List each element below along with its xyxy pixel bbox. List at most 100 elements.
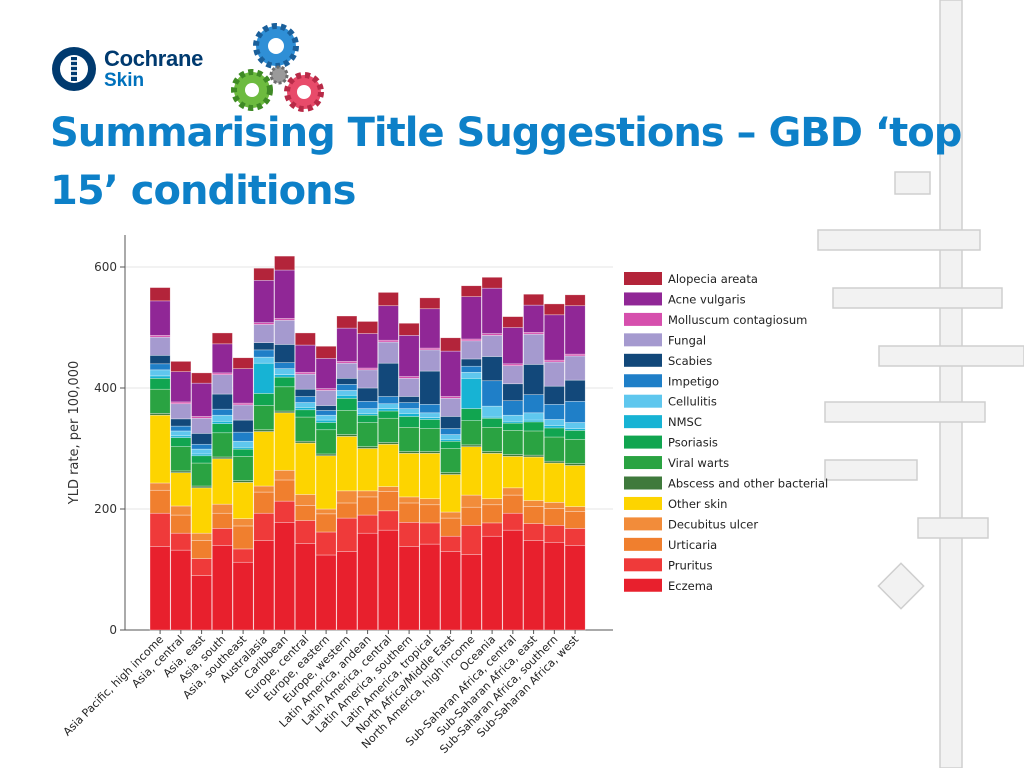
y-tick-label: 200 (94, 502, 117, 516)
bar-segment (481, 276, 503, 289)
bar-segment (336, 315, 358, 329)
bar-segment (274, 412, 296, 471)
bar-segment (191, 433, 213, 445)
bar-segment (502, 327, 524, 365)
bar-segment (460, 378, 482, 409)
bar-segment (357, 401, 379, 409)
bar-segment (232, 525, 254, 550)
bar-segment (211, 393, 233, 410)
bar-segment (460, 446, 482, 496)
bar-segment (440, 350, 462, 397)
bar-segment (170, 418, 192, 427)
bar-segment (440, 397, 462, 417)
legend-swatch (624, 517, 662, 531)
bar-segment (274, 269, 296, 319)
bar-segment (377, 362, 399, 397)
bar-segment (274, 479, 296, 502)
bar-segment (564, 465, 586, 507)
bar-segment (419, 543, 441, 631)
bar-segment (564, 506, 586, 512)
bar-segment (149, 336, 171, 356)
bar-segment (502, 430, 524, 455)
legend-swatch (624, 537, 662, 551)
bar-segment (460, 554, 482, 631)
bar-segment (377, 510, 399, 531)
bar-segment (315, 405, 337, 411)
bar-segment (523, 421, 545, 432)
bar-segment (211, 528, 233, 546)
legend-swatch (624, 435, 662, 449)
bar-segment (315, 358, 337, 389)
bar-segment (357, 422, 379, 447)
bar-segment (315, 414, 337, 421)
bar-segment (460, 365, 482, 373)
bar-segment (440, 434, 462, 440)
bar-segment (460, 296, 482, 340)
bar-segment (315, 508, 337, 515)
bar-segment (274, 376, 296, 388)
bar-segment (274, 374, 296, 378)
bar-segment (170, 505, 192, 516)
bar-segment (398, 402, 420, 409)
bar-segment (502, 456, 524, 489)
bar-segment (294, 388, 316, 397)
bar-segment (419, 419, 441, 429)
bar-segment (336, 362, 358, 379)
bar-segment (211, 374, 233, 395)
bar-segment (294, 520, 316, 544)
bar-segment (398, 408, 420, 414)
bar-segment (460, 371, 482, 379)
bar-segment (170, 371, 192, 403)
bar-segment (543, 385, 565, 405)
bar-segment (502, 529, 524, 631)
bar-segment (543, 525, 565, 543)
bar-segment (211, 512, 233, 529)
bar-segment (149, 512, 171, 547)
bar-segment (460, 285, 482, 297)
bar-segment (398, 322, 420, 336)
bar-segment (523, 430, 545, 456)
bar-segment (460, 340, 482, 360)
bar-segment (481, 535, 503, 631)
legend-label: NMSC (668, 415, 702, 429)
bar-segment (191, 540, 213, 559)
bar-segment (315, 419, 337, 423)
bar-segment (294, 373, 316, 390)
bar-segment (232, 561, 254, 631)
legend-swatch (624, 272, 662, 285)
bar-segment (523, 506, 545, 524)
bar-segment (294, 494, 316, 506)
bar-segment (357, 414, 379, 423)
bar-segment (523, 456, 545, 501)
legend-swatch (624, 476, 662, 490)
bar-segment (170, 430, 192, 437)
bar-segment (253, 491, 275, 514)
bar-segment (419, 297, 441, 310)
bar-segment (294, 344, 316, 373)
bar-segment (419, 453, 441, 500)
bar-segment (232, 440, 254, 448)
bar-segment (523, 394, 545, 414)
legend-label: Eczema (668, 579, 713, 593)
bar-segment (211, 332, 233, 345)
bar-segment (149, 363, 171, 371)
bar-segment (377, 417, 399, 443)
bar-segment (419, 522, 441, 545)
bar-segment (502, 365, 524, 385)
bar-segment (357, 514, 379, 534)
bar-segment (502, 414, 524, 422)
legend-swatch (624, 333, 662, 347)
bar-segment (357, 387, 379, 402)
bar-segment (523, 540, 545, 631)
bar-segment (523, 523, 545, 541)
bar-segment (191, 455, 213, 464)
bar-segment (253, 342, 275, 351)
bar-segment (398, 502, 420, 523)
bar-segment (336, 327, 358, 362)
bar-segment (170, 361, 192, 372)
bar-segment (191, 372, 213, 384)
bar-segment (440, 535, 462, 552)
bar-segment (253, 280, 275, 323)
bar-segment (232, 482, 254, 519)
legend-swatch (624, 496, 662, 510)
